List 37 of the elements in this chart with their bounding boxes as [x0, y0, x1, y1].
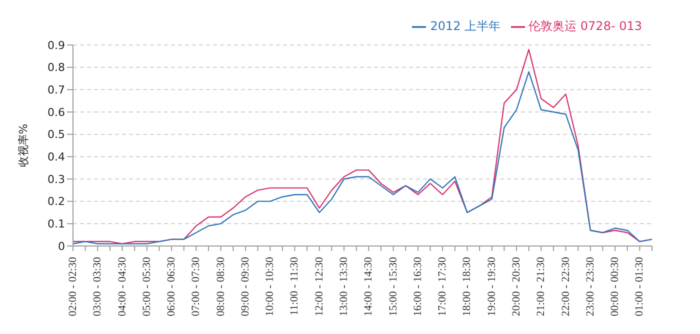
- y-tick-label: 0.4: [48, 150, 65, 164]
- x-tick-label: 09:00 - 09:30: [239, 256, 252, 316]
- x-tick-label: 14:00 - 14:30: [362, 256, 375, 316]
- x-tick-label: 13:00 - 13:30: [338, 256, 350, 316]
- x-tick-label: 15:00 - 15:30: [387, 256, 400, 316]
- x-tick-label: 06:00 - 06:30: [166, 256, 178, 316]
- x-tick-label: 11:00 - 11:30: [288, 256, 301, 316]
- x-tick-label: 21:00 - 21:30: [535, 256, 548, 316]
- x-tick-label: 00:00 - 00:30: [609, 256, 622, 316]
- x-tick-label: 19:00 - 19:30: [486, 256, 498, 316]
- x-tick-label: 16:00 - 16:30: [412, 256, 424, 316]
- y-tick-label: 0: [58, 240, 65, 253]
- x-tick-label: 03:00 - 03:30: [92, 256, 104, 316]
- x-tick-label: 01:00 - 01:30: [634, 256, 646, 316]
- y-axis-title: 收视率%: [16, 124, 30, 168]
- x-tick-label: 04:00 - 04:30: [116, 256, 128, 316]
- x-tick-label: 08:00 - 08:30: [214, 256, 227, 316]
- x-tick-label: 05:00 - 05:30: [140, 256, 153, 316]
- x-tick-label: 22:00 - 22:30: [560, 256, 572, 316]
- y-tick-label: 0.7: [48, 84, 65, 97]
- y-tick-label: 0.1: [48, 218, 65, 231]
- y-tick-label: 0.8: [48, 61, 65, 74]
- x-tick-label: 12:00 - 12:30: [313, 256, 326, 316]
- x-tick-label: 07:00 - 07:30: [190, 256, 202, 316]
- y-tick-label: 0.6: [48, 106, 65, 119]
- legend-label: 伦敦奥运 0728- 013: [528, 19, 642, 33]
- x-tick-label: 10:00 - 10:30: [264, 256, 276, 316]
- x-tick-label: 18:00 - 18:30: [461, 256, 474, 316]
- x-tick-label: 17:00 - 17:30: [436, 256, 449, 316]
- x-tick-label: 23:00 - 23:30: [584, 256, 596, 316]
- x-tick-label: 20:00 - 20:30: [510, 256, 522, 316]
- x-tick-label: 02:00 - 02:30: [67, 256, 79, 316]
- y-tick-label: 0.5: [48, 128, 65, 142]
- legend-label: 2012 上半年: [430, 19, 501, 33]
- y-tick-label: 0.2: [48, 195, 65, 208]
- y-tick-label: 0.3: [48, 172, 65, 186]
- y-tick-label: 0.9: [48, 38, 65, 52]
